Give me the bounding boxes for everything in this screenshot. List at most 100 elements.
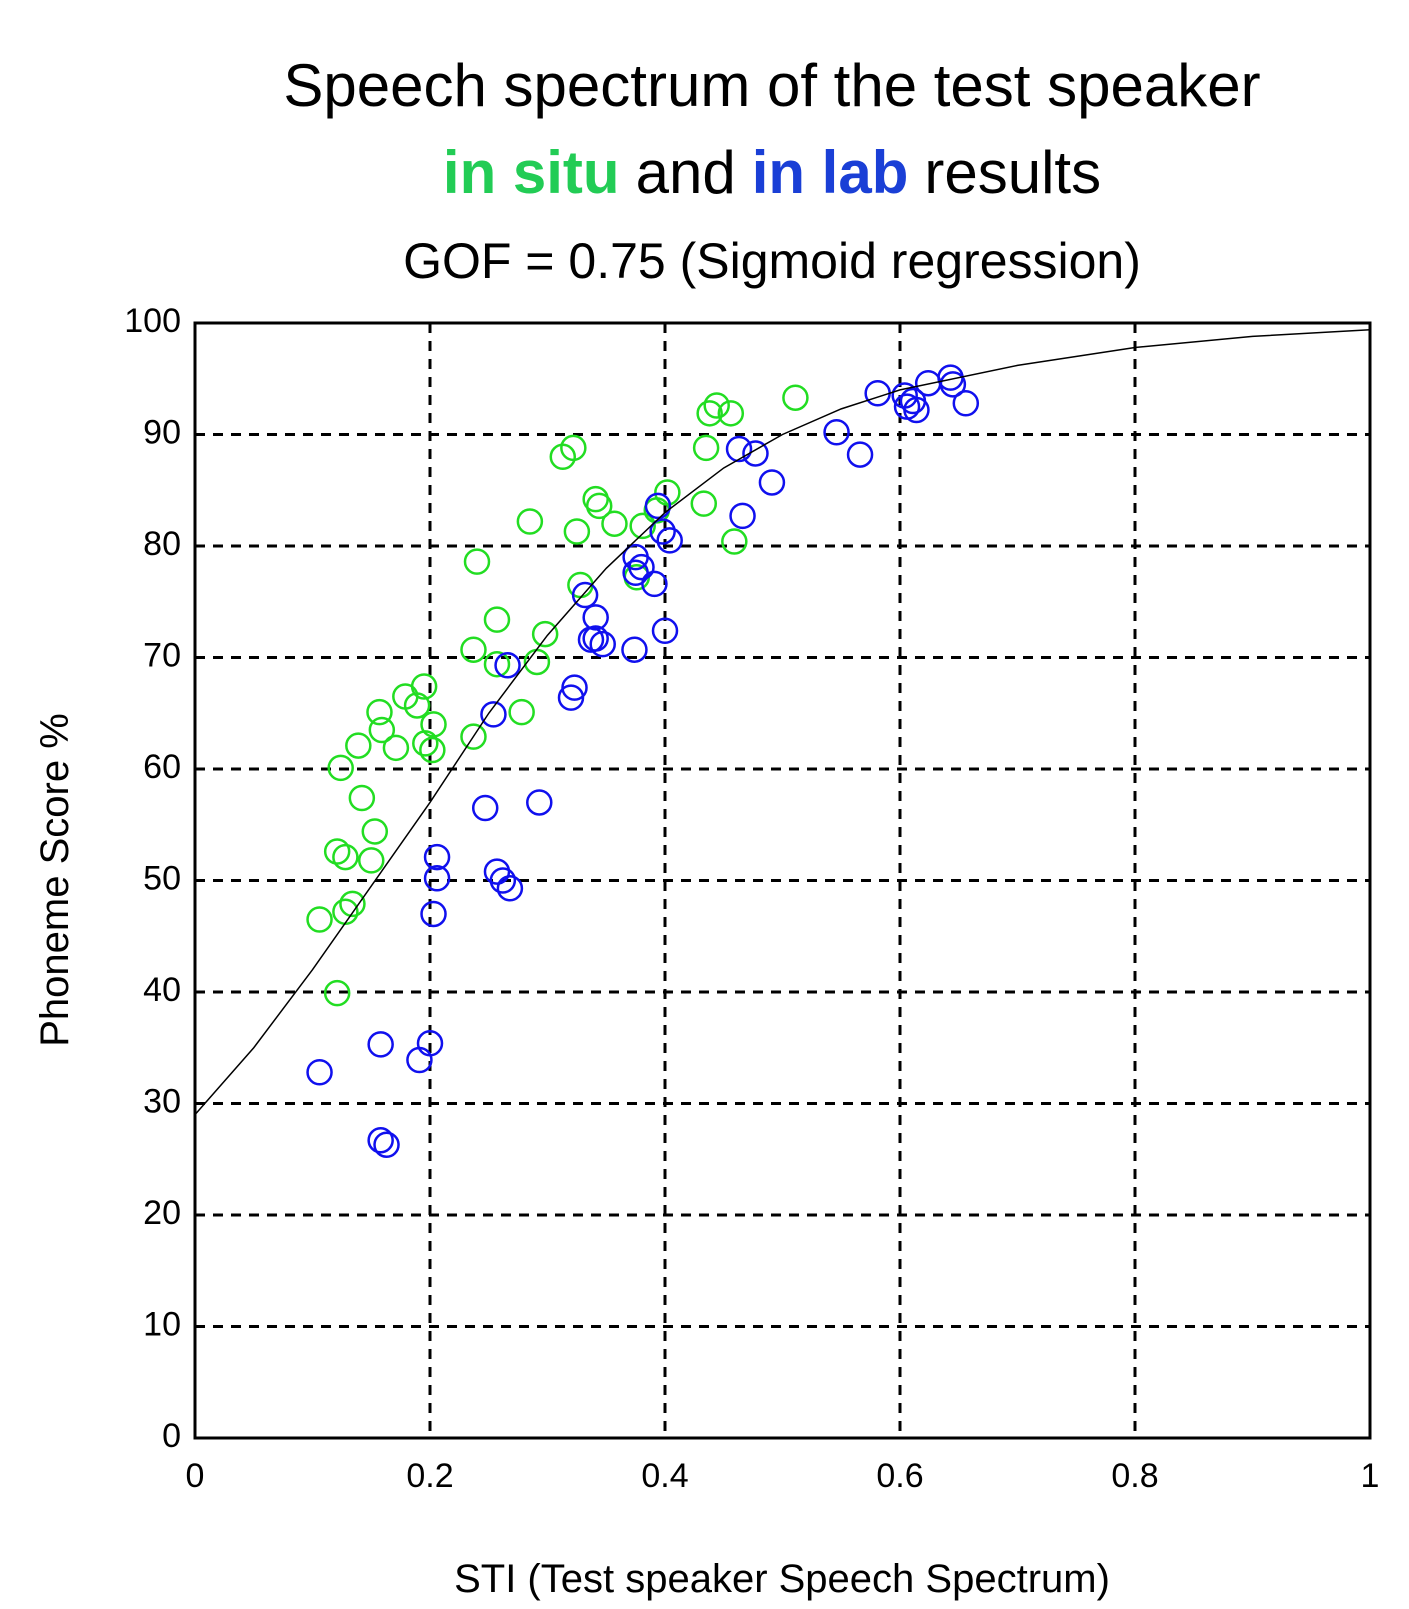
data-point (483, 650, 511, 678)
data-point (914, 369, 942, 397)
data-point (629, 512, 656, 540)
x-tick-label: 0 (186, 1457, 205, 1495)
data-point (382, 734, 410, 762)
data-point (560, 434, 587, 462)
data-point (729, 502, 756, 530)
data-point (420, 900, 447, 928)
data-point (654, 479, 681, 506)
data-point (864, 379, 891, 407)
data-point (496, 875, 524, 902)
data-point (345, 732, 372, 759)
fit-curve (194, 328, 1371, 1116)
data-point (717, 400, 745, 427)
data-point (358, 847, 385, 874)
x-tick-label: 0.8 (1111, 1457, 1158, 1495)
data-point (692, 434, 720, 462)
data-point (649, 518, 676, 545)
data-point (406, 1046, 433, 1074)
data-point (412, 730, 439, 757)
data-point (531, 620, 559, 648)
data-point (903, 396, 930, 424)
data-point (758, 469, 786, 496)
data-point (601, 510, 628, 537)
x-tick-label: 0.6 (876, 1457, 923, 1495)
data-point (367, 1031, 394, 1058)
data-point (323, 838, 351, 865)
data-point (419, 736, 446, 764)
subtitle-part: results (924, 139, 1101, 206)
plot-frame (193, 321, 1372, 1440)
data-point (846, 441, 874, 468)
data-point (332, 843, 359, 871)
x-axis-label: STI (Test speaker Speech Spectrum) (454, 1557, 1110, 1601)
y-tick-label: 70 (143, 636, 181, 674)
data-point (582, 625, 609, 652)
y-tick-label: 80 (143, 525, 181, 563)
y-tick-label: 10 (143, 1305, 181, 1343)
data-point (368, 716, 396, 744)
data-point (480, 701, 507, 728)
data-point (585, 492, 613, 520)
data-point (403, 692, 431, 719)
data-point (423, 865, 451, 892)
data-point (410, 673, 438, 700)
data-point (306, 1059, 333, 1086)
data-point (563, 518, 591, 545)
y-tick-label: 100 (124, 302, 181, 340)
data-point (483, 606, 511, 633)
data-point (549, 443, 577, 471)
y-tick-label: 60 (143, 748, 181, 786)
data-point (641, 570, 668, 598)
chart-subtitle: in situ and in lab results (443, 139, 1101, 206)
data-point (589, 630, 616, 658)
data-point (423, 843, 451, 871)
data-point (782, 384, 809, 411)
data-point (471, 794, 499, 822)
subtitle-part: and (636, 139, 736, 206)
data-point (656, 527, 683, 554)
data-point (526, 789, 553, 816)
data-point (703, 392, 730, 419)
data-point (690, 490, 718, 517)
data-point (628, 553, 655, 581)
y-tick-label: 20 (143, 1194, 181, 1232)
data-point (361, 818, 389, 845)
x-tick-label: 1 (1361, 1457, 1380, 1495)
data-point (571, 581, 599, 609)
subtitle-part: in situ (443, 139, 620, 206)
data-point (366, 698, 393, 726)
data-point (621, 636, 648, 663)
data-point (460, 723, 487, 750)
data-point (327, 754, 354, 782)
chart-title: Speech spectrum of the test speaker (283, 52, 1260, 119)
data-point (508, 698, 535, 726)
x-tick-label: 0.4 (641, 1457, 688, 1495)
y-tick-label: 90 (143, 413, 181, 451)
data-point (523, 648, 551, 676)
data-point (483, 858, 511, 885)
data-point (323, 979, 351, 1007)
data-point (348, 784, 376, 812)
data-point (373, 1131, 400, 1159)
data-point (489, 867, 517, 894)
data-point (561, 674, 588, 701)
x-tick-label: 0.2 (406, 1457, 453, 1495)
data-point (494, 652, 521, 679)
data-point (952, 390, 980, 417)
data-point (582, 604, 609, 631)
annotation: GOF = 0.75 (Sigmoid regression) (403, 233, 1141, 289)
y-tick-label: 30 (143, 1082, 181, 1120)
subtitle-part: in lab (752, 139, 909, 206)
y-tick-label: 40 (143, 971, 181, 1009)
y-tick-label: 0 (162, 1417, 181, 1455)
data-point (516, 508, 544, 535)
data-point (306, 906, 333, 933)
data-point (823, 419, 850, 446)
data-point (939, 371, 967, 398)
data-point (644, 492, 672, 520)
data-point (725, 435, 753, 463)
data-point (742, 440, 769, 467)
data-point (420, 711, 447, 738)
data-point (367, 1127, 394, 1154)
